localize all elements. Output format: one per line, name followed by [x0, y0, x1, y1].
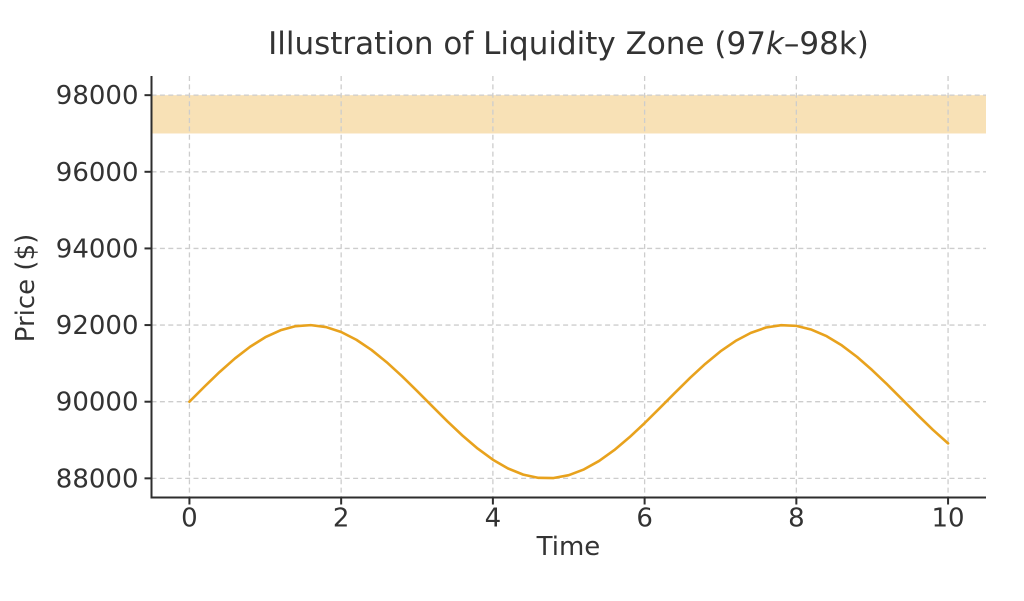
liquidity-zone-band [151, 95, 986, 134]
chart-title-italic-k: k [765, 26, 784, 62]
y-tick-label: 96000 [56, 158, 139, 188]
y-tick-label: 98000 [56, 81, 139, 111]
price-line [188, 323, 950, 480]
chart-title-pre: Illustration of Liquidity Zone (97 [268, 26, 766, 62]
chart-title-post: –98k) [783, 26, 869, 62]
x-axis-label: Time [536, 532, 601, 562]
x-tick-label: 6 [636, 504, 653, 534]
y-tick-label: 92000 [56, 311, 139, 341]
chart-title: Illustration of Liquidity Zone (97k–98k) [151, 29, 986, 60]
y-axis-label: Price ($) [11, 233, 41, 343]
y-tick-label: 90000 [56, 388, 139, 418]
x-tick-label: 10 [932, 504, 965, 534]
x-tick-label: 4 [485, 504, 502, 534]
y-tick-label: 94000 [56, 234, 139, 264]
x-tick-label: 0 [181, 504, 198, 534]
x-tick-label: 8 [788, 504, 805, 534]
x-tick-label: 2 [333, 504, 350, 534]
y-tick-label: 88000 [56, 464, 139, 494]
